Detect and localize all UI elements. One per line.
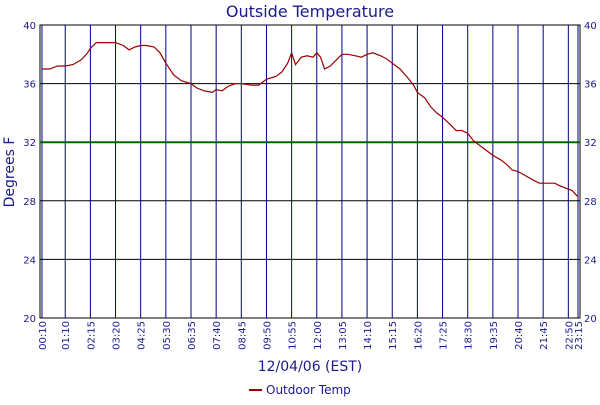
x-tick-label: 05:30 xyxy=(162,321,173,350)
x-tick-label: 03:20 xyxy=(112,321,123,350)
legend: Outdoor Temp xyxy=(249,383,351,397)
y-tick-label-right: 24 xyxy=(584,255,597,266)
y-tick-label-left: 28 xyxy=(23,197,36,208)
x-tick-label: 21:45 xyxy=(539,321,550,350)
x-tick-label: 04:25 xyxy=(137,321,148,350)
y-tick-label-right: 36 xyxy=(584,80,597,91)
x-tick-label: 17:25 xyxy=(439,321,450,350)
series-line-outdoor-temp xyxy=(42,41,579,197)
x-tick-label: 20:40 xyxy=(514,321,525,350)
x-tick-label: 08:45 xyxy=(237,321,248,350)
x-tick-label: 07:40 xyxy=(212,321,223,350)
x-tick-label: 23:15 xyxy=(574,321,585,350)
y-tick-label-right: 32 xyxy=(584,138,597,149)
y-tick-label-left: 20 xyxy=(23,314,36,325)
x-tick-label: 16:20 xyxy=(413,321,424,350)
x-axis-label: 12/04/06 (EST) xyxy=(258,359,363,375)
x-tick-label: 10:55 xyxy=(288,321,299,350)
series-layer xyxy=(42,41,579,197)
x-tick-label: 06:35 xyxy=(187,321,198,350)
x-tick-label: 09:50 xyxy=(262,321,273,350)
x-tick-label: 15:15 xyxy=(388,321,399,350)
y-tick-label-left: 32 xyxy=(23,138,36,149)
x-tick-label: 02:15 xyxy=(86,321,97,350)
y-tick-label-right: 40 xyxy=(584,21,597,32)
x-tick-label: 19:35 xyxy=(489,321,500,350)
x-tick-label: 22:50 xyxy=(564,321,575,350)
grid-layer xyxy=(39,24,581,319)
x-tick-label: 18:30 xyxy=(464,321,475,350)
x-tick-label: 13:05 xyxy=(338,321,349,350)
y-axis-label: Degrees F xyxy=(2,137,18,208)
x-tick-label: 00:10 xyxy=(38,321,49,350)
y-tick-label-right: 20 xyxy=(584,314,597,325)
y-tick-label-left: 40 xyxy=(23,21,36,32)
tick-layer: 20 20 24 24 28 28 32 32 36 36 40 40 00:10 01:10 02:15 0… xyxy=(23,21,596,350)
y-tick-label-right: 28 xyxy=(584,197,597,208)
y-tick-label-left: 24 xyxy=(23,255,36,266)
x-tick-label: 14:10 xyxy=(363,321,374,350)
y-tick-label-left: 36 xyxy=(23,80,36,91)
legend-label: Outdoor Temp xyxy=(266,383,351,397)
x-tick-label: 01:10 xyxy=(61,321,72,350)
chart-title: Outside Temperature xyxy=(226,2,394,21)
x-tick-label: 12:00 xyxy=(313,321,324,350)
